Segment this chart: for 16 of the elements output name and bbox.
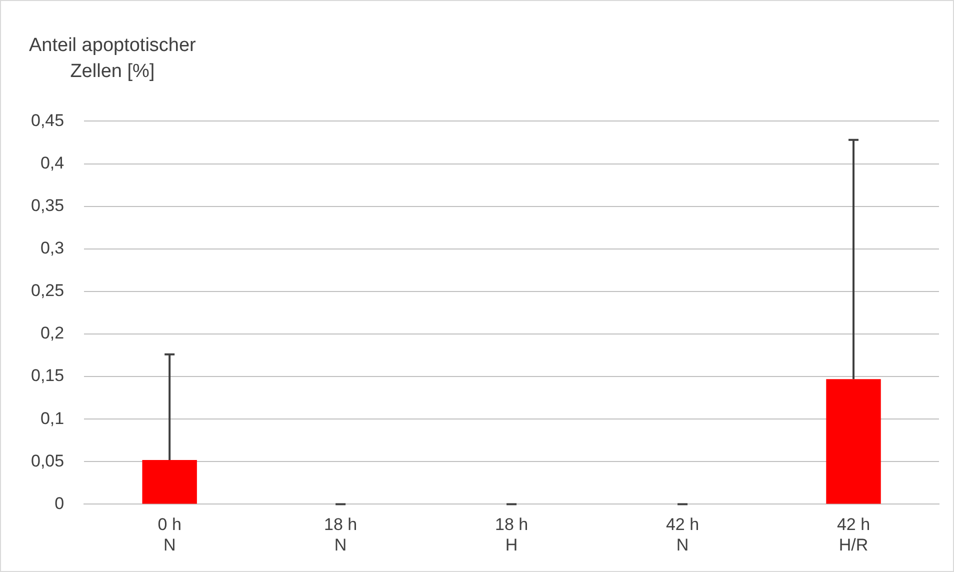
x-tick-label: 42 h H/R xyxy=(836,515,870,554)
y-tick-label: 0,4 xyxy=(40,153,64,172)
y-tick-label: 0,15 xyxy=(30,366,64,386)
y-axis-title: Anteil apoptotischer Zellen [%] xyxy=(29,34,196,84)
y-tick-label: 0,1 xyxy=(40,408,64,428)
y-tick-label: 0,05 xyxy=(30,451,64,470)
x-tick-label: 18 h H xyxy=(494,515,528,554)
y-tick-label: 0,3 xyxy=(40,238,64,258)
y-tick-label: 0,35 xyxy=(30,196,64,215)
x-tick-label: 42 h N xyxy=(666,515,700,554)
y-tick-label: 0,45 xyxy=(30,110,64,130)
y-tick-label: 0,2 xyxy=(40,324,64,343)
x-tick-label: 0 h N xyxy=(158,515,182,554)
y-tick-label: 0 xyxy=(54,494,64,513)
y-tick-label: 0,25 xyxy=(30,281,64,300)
x-tick-label: 18 h N xyxy=(324,515,358,554)
